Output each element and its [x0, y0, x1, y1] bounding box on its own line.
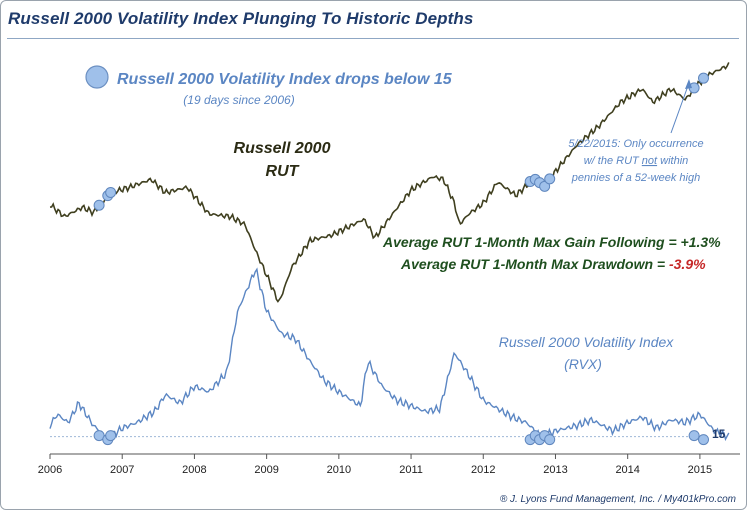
note-line-2-prefix: w/ the RUT: [584, 155, 642, 167]
legend: Russell 2000 Volatility Index drops belo…: [85, 65, 453, 107]
rvx-label: Russell 2000 Volatility Index (RVX): [499, 334, 675, 372]
x-axis-tick-label: 2007: [110, 464, 134, 476]
rut-series-line: [49, 62, 730, 303]
x-axis: 2006 2007 2008 2009 2010 2011 2012 2013 2014 2015: [38, 453, 740, 476]
footer-credit: ® J. Lyons Fund Management, Inc. / My401…: [499, 494, 736, 505]
x-axis-tick-label: 2006: [38, 464, 62, 476]
rut-label-line-1: Russell 2000: [234, 140, 331, 157]
rut-below-15-marker: [698, 72, 710, 84]
rut-below-15-marker: [105, 186, 117, 198]
chart-title: Russell 2000 Volatility Index Plunging T…: [8, 9, 474, 28]
x-axis-tick-label: 2013: [543, 464, 567, 476]
x-axis-tick-label: 2009: [254, 464, 278, 476]
note-line-2-emphasis: not: [642, 155, 658, 167]
drawdown-stat-label: Average RUT 1-Month Max Drawdown =: [400, 256, 669, 272]
drawdown-stat: Average RUT 1-Month Max Drawdown = -3.9%: [400, 256, 706, 272]
note-line-2-suffix: within: [657, 155, 688, 167]
rvx-below-15-marker: [688, 430, 700, 442]
x-axis-tick-label: 2014: [615, 464, 639, 476]
x-axis-tick-label: 2011: [399, 464, 423, 476]
x-axis-tick-label: 2015: [688, 464, 712, 476]
note-box: 5/22/2015: Only occurrence w/ the RUT no…: [568, 79, 704, 184]
rvx-series-line: [49, 267, 730, 443]
legend-title: Russell 2000 Volatility Index drops belo…: [117, 71, 453, 88]
legend-subtitle: (19 days since 2006): [183, 93, 294, 107]
rut-below-15-marker: [539, 180, 551, 192]
rut-below-15-marker: [93, 199, 105, 211]
gain-stat: Average RUT 1-Month Max Gain Following =…: [382, 234, 721, 250]
stats-box: Average RUT 1-Month Max Gain Following =…: [382, 234, 721, 272]
x-axis-tick-label: 2010: [327, 464, 351, 476]
note-line-3: pennies of a 52-week high: [571, 172, 700, 184]
note-arrowhead: [685, 79, 692, 89]
note-arrow: [670, 82, 690, 134]
gain-stat-label: Average RUT 1-Month Max Gain Following =: [382, 234, 681, 250]
rut-label: Russell 2000 RUT: [234, 140, 331, 180]
drawdown-stat-value: -3.9%: [669, 256, 706, 272]
title-divider: [7, 38, 739, 39]
rvx-label-line-1: Russell 2000 Volatility Index: [499, 334, 675, 350]
legend-marker-icon: [85, 65, 109, 89]
threshold-label: 15: [712, 427, 726, 441]
rut-label-line-2: RUT: [266, 163, 300, 180]
x-axis-tick-label: 2008: [182, 464, 206, 476]
x-axis-tick-label: 2012: [471, 464, 495, 476]
rut-markers: [93, 72, 710, 211]
gain-stat-value: +1.3%: [681, 234, 722, 250]
note-line-1: 5/22/2015: Only occurrence: [568, 138, 703, 150]
rvx-below-15-marker: [105, 430, 117, 442]
rvx-below-15-marker: [698, 434, 710, 446]
rut-below-15-marker: [544, 173, 556, 185]
note-line-2: w/ the RUT not within: [584, 155, 689, 167]
rvx-label-line-2: (RVX): [564, 356, 602, 372]
rvx-below-15-marker: [544, 434, 556, 446]
rvx-markers: [93, 430, 710, 446]
